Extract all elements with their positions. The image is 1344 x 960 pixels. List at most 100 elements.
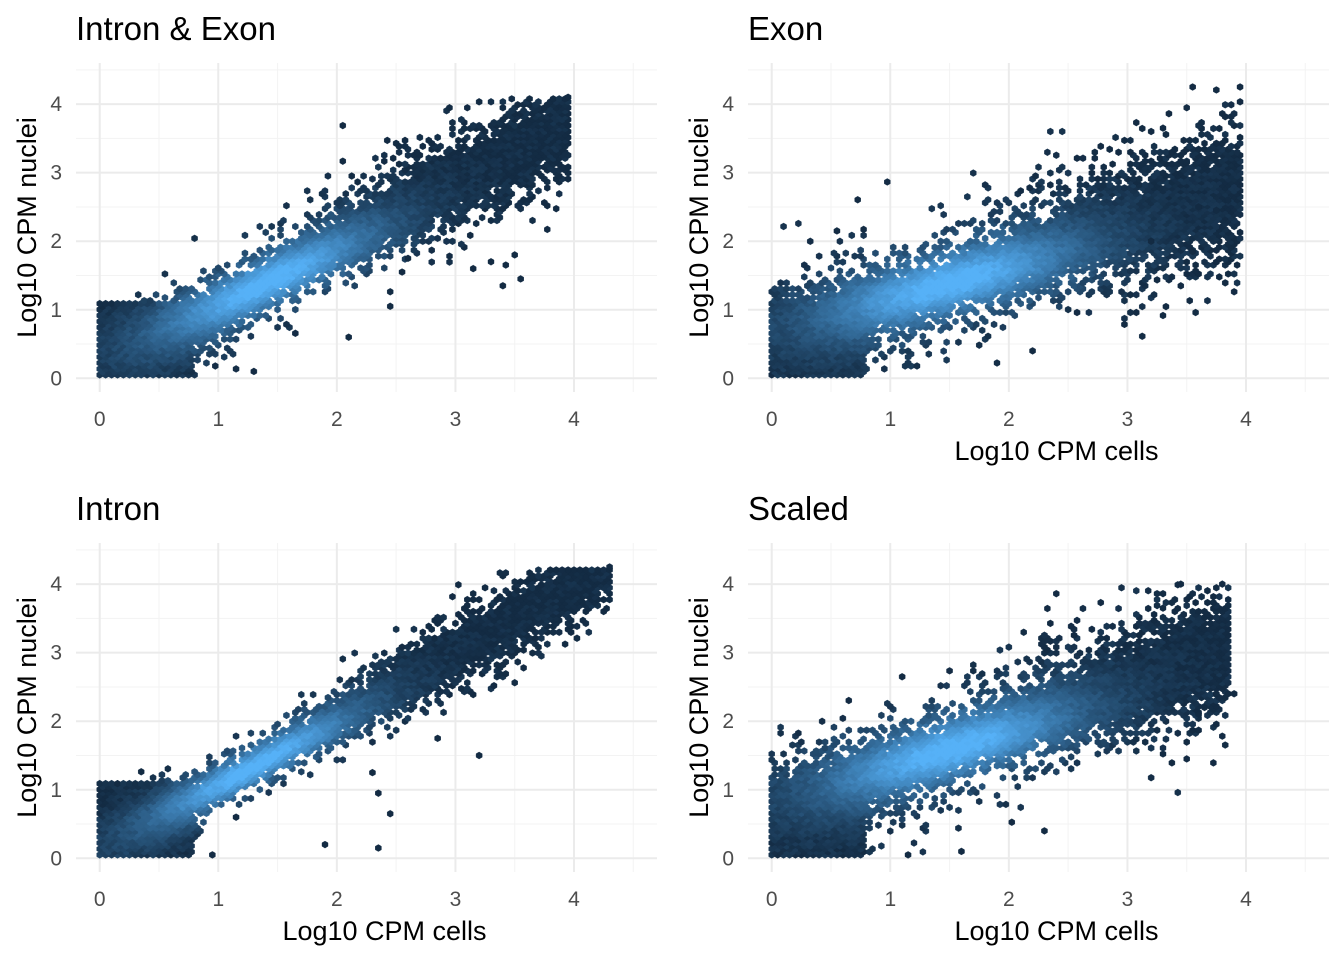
x-tick-label: 0: [94, 408, 106, 431]
hex-cell: [455, 136, 462, 145]
hex-cell: [949, 225, 956, 234]
hex-cell: [502, 261, 509, 269]
hex-cell: [1133, 290, 1140, 299]
hex-cell: [990, 320, 998, 329]
hex-cell: [232, 270, 240, 278]
hex-cell: [384, 136, 391, 145]
hex-cell: [342, 279, 349, 287]
hex-cell: [896, 249, 903, 257]
hex-cell: [564, 163, 572, 171]
x-tick-label: 4: [568, 408, 580, 431]
hex-cell: [336, 196, 343, 204]
hex-cell-outlier: [398, 268, 406, 276]
hex-cell: [804, 293, 811, 302]
hex-cell: [247, 332, 255, 341]
hex-cell: [1216, 124, 1223, 133]
hex-cell: [1127, 148, 1134, 157]
hex-cell: [256, 246, 263, 254]
hex-cell: [922, 240, 930, 249]
hex-cell: [449, 118, 456, 127]
hex-cell: [256, 222, 263, 231]
hex-cell: [1073, 308, 1081, 317]
hex-cell: [1147, 157, 1155, 165]
x-tick-label: 3: [450, 408, 462, 431]
hex-cell: [206, 344, 213, 352]
hex-cell-outlier: [564, 93, 572, 102]
hex-cell: [232, 365, 240, 373]
hex-cell: [1168, 160, 1176, 168]
hex-cell: [1165, 109, 1173, 118]
hex-cell: [771, 285, 778, 293]
hex-cell: [1044, 148, 1051, 157]
hex-cell: [292, 329, 299, 338]
hex-cell: [1064, 305, 1072, 314]
hex-cell: [446, 145, 453, 154]
hex-cell: [283, 237, 290, 246]
hex-cell: [114, 299, 121, 308]
hex-cell: [952, 317, 959, 326]
hex-cell: [235, 800, 243, 809]
hex-cell: [961, 326, 968, 335]
hex-cell: [1097, 142, 1104, 151]
hex-cell: [1139, 302, 1146, 311]
hex-cell: [973, 320, 980, 329]
hex-cell: [1088, 163, 1096, 171]
hex-cell: [247, 320, 255, 329]
hex-cell: [961, 219, 968, 228]
hex-cell: [298, 228, 305, 237]
hex-cell: [1136, 175, 1143, 183]
hex-cell: [395, 160, 403, 168]
hex-cell: [203, 359, 210, 367]
hex-cell: [854, 273, 861, 281]
hex-cell: [1207, 270, 1214, 278]
hex-cell-outlier: [499, 282, 507, 290]
hex-cell: [152, 290, 160, 299]
hex-cell: [327, 210, 335, 219]
hex-cell: [1088, 288, 1096, 296]
hex-cell: [881, 365, 888, 373]
hex-cell: [428, 258, 435, 266]
hex-cell: [1219, 109, 1226, 118]
hex-cell: [487, 216, 495, 225]
hex-cell: [827, 264, 835, 272]
hex-cell: [556, 190, 563, 198]
hex-cell: [1233, 261, 1241, 269]
panel-title: Exon: [748, 10, 823, 47]
hex-cell: [247, 794, 255, 803]
hex-cell: [535, 98, 542, 106]
hex-cell: [925, 338, 932, 346]
hex-cell: [215, 264, 222, 272]
hex-cell: [1059, 127, 1066, 136]
hex-cell: [955, 243, 962, 251]
x-tick-label: 0: [94, 888, 106, 911]
hex-cell: [102, 299, 109, 308]
hexbin-layer: [96, 93, 572, 379]
hex-cell: [795, 219, 802, 228]
hex-cell: [993, 359, 1001, 367]
hex-cell: [1121, 136, 1128, 145]
hex-cell: [1064, 169, 1072, 177]
hex-cell: [354, 178, 361, 186]
hex-cell: [425, 154, 432, 162]
hex-cell: [1183, 258, 1190, 266]
hex-cell-outlier: [404, 254, 412, 263]
hex-cell: [550, 95, 557, 103]
hex-cell: [120, 299, 127, 308]
hex-cell: [324, 201, 332, 210]
hex-cell: [1091, 148, 1098, 157]
hex-cell: [1225, 270, 1232, 278]
hex-cell: [981, 234, 989, 243]
hex-cell: [1204, 296, 1211, 305]
hex-cell: [943, 356, 950, 364]
hex-cell-outlier: [387, 302, 394, 311]
hex-cell: [419, 160, 426, 168]
hex-cell: [1198, 118, 1205, 127]
x-tick-label: 2: [331, 888, 343, 911]
hex-cell: [473, 219, 480, 228]
hex-cell: [777, 279, 784, 287]
hex-cell: [1210, 124, 1217, 133]
hex-cell: [987, 228, 995, 237]
hex-cell: [984, 332, 992, 341]
